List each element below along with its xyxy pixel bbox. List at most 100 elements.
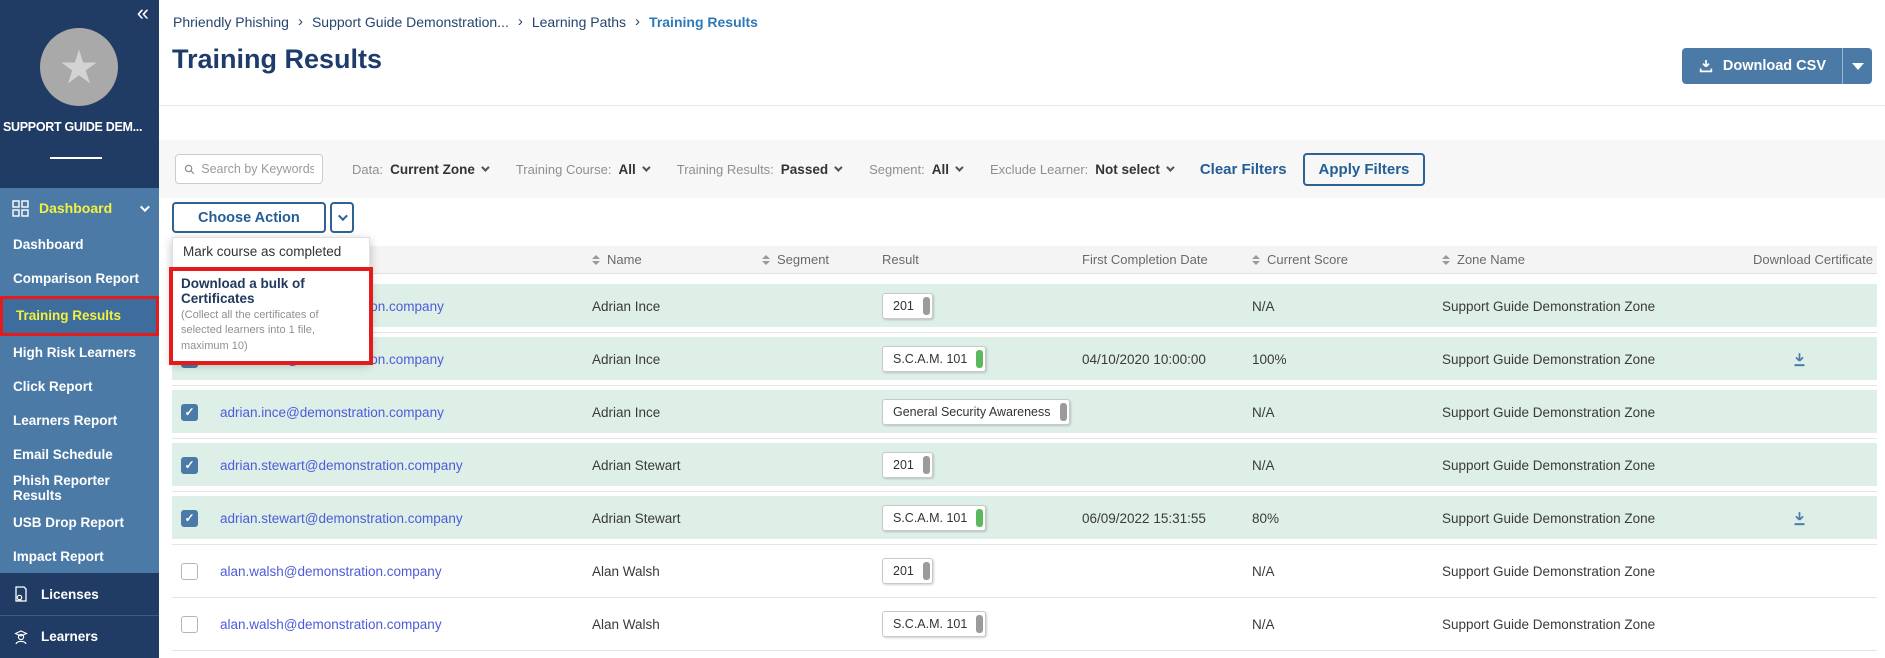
filter-value: Passed <box>780 161 829 177</box>
sidebar-item-learners[interactable]: Learners <box>0 615 159 657</box>
filter-training-results-dropdown[interactable]: Passed <box>780 161 843 177</box>
filter-data-dropdown[interactable]: Current Zone <box>390 162 490 177</box>
sidebar-menu: Dashboard Dashboard Comparison Report Tr… <box>0 188 159 573</box>
download-certificate-icon[interactable] <box>1791 510 1808 527</box>
learner-email-link[interactable]: alan.walsh@demonstration.company <box>220 616 442 632</box>
current-score: 80% <box>1252 510 1280 526</box>
column-header-current-score[interactable]: Current Score <box>1252 252 1442 267</box>
filter-segment-dropdown[interactable]: All <box>931 161 964 177</box>
sidebar-item-dashboard[interactable]: Dashboard <box>13 237 84 253</box>
download-csv-button[interactable]: Download CSV <box>1682 48 1842 84</box>
choose-action-caret-button[interactable] <box>329 202 354 233</box>
row-checkbox[interactable] <box>181 562 198 580</box>
row-checkbox[interactable] <box>181 456 198 474</box>
breadcrumb-separator-icon: › <box>297 13 303 30</box>
sidebar-item-phish-reporter-results[interactable]: Phish Reporter Results <box>13 473 110 504</box>
zone-name-label: SUPPORT GUIDE DEM... <box>3 120 143 134</box>
search-box <box>175 154 323 184</box>
learners-icon <box>14 629 28 644</box>
sidebar-section-dashboard[interactable]: Dashboard <box>0 188 159 228</box>
breadcrumb-separator-icon: › <box>635 13 641 30</box>
course-name: 201 <box>893 564 914 578</box>
column-header-name[interactable]: Name <box>592 252 762 267</box>
course-result-badge: S.C.A.M. 101 <box>882 611 987 637</box>
apply-filters-button[interactable]: Apply Filters <box>1302 152 1426 186</box>
menu-item-mark-completed[interactable]: Mark course as completed <box>183 244 342 259</box>
learner-name: Adrian Ince <box>592 298 661 314</box>
sidebar-item-licenses[interactable]: Licenses <box>0 573 159 615</box>
course-status-bar <box>976 350 984 368</box>
course-result-badge: General Security Awareness <box>882 399 1070 425</box>
filter-value: All <box>931 161 950 177</box>
zone-name: Support Guide Demonstration Zone <box>1442 351 1656 367</box>
breadcrumb-item[interactable]: Learning Paths <box>531 13 627 30</box>
menu-item-description: (Collect all the certificates of selecte… <box>181 309 319 352</box>
current-score: N/A <box>1252 457 1275 473</box>
current-score: 100% <box>1252 351 1287 367</box>
course-name: 201 <box>893 458 914 472</box>
clear-filters-link[interactable]: Clear Filters <box>1199 160 1287 178</box>
learner-email-link[interactable]: alan.walsh@demonstration.company <box>220 563 442 579</box>
course-name: General Security Awareness <box>893 405 1051 419</box>
caret-down-icon <box>1851 62 1864 70</box>
filter-label: Training Course: <box>515 161 612 177</box>
row-checkbox[interactable] <box>181 615 198 633</box>
table-row: adrian.ince@demonstration.company Adrian… <box>172 386 1877 439</box>
column-header-download-certificate: Download Certificate <box>1722 252 1877 267</box>
learner-name: Adrian Ince <box>592 351 661 367</box>
star-icon: ★ <box>58 41 100 93</box>
learner-name: Adrian Stewart <box>592 457 681 473</box>
breadcrumb-item[interactable]: Support Guide Demonstration... <box>311 13 509 30</box>
download-csv-label: Download CSV <box>1722 58 1826 74</box>
column-label: Result <box>882 252 919 267</box>
learner-email-link[interactable]: adrian.ince@demonstration.company <box>220 404 444 420</box>
sidebar-item-training-results[interactable]: Training Results <box>0 295 159 336</box>
sidebar-item-click-report[interactable]: Click Report <box>13 379 93 395</box>
filter-label: Training Results: <box>676 161 774 177</box>
download-csv-caret-button[interactable] <box>1842 48 1872 84</box>
column-header-zone-name[interactable]: Zone Name <box>1442 252 1722 267</box>
row-checkbox[interactable] <box>181 403 198 421</box>
learner-name: Adrian Stewart <box>592 510 681 526</box>
table-header-row: Name Segment Result First Completion Dat… <box>172 246 1877 274</box>
sidebar-item-high-risk-learners[interactable]: High Risk Learners <box>13 345 137 361</box>
filter-exclude-learner-dropdown[interactable]: Not select <box>1095 162 1175 177</box>
filter-segment: Segment: All <box>869 161 964 177</box>
sidebar-item-usb-drop-report[interactable]: USB Drop Report <box>13 514 124 530</box>
column-label: Segment <box>777 252 830 267</box>
table-row: alan.walsh@demonstration.company Alan Wa… <box>172 545 1877 598</box>
learner-email-link[interactable]: adrian.stewart@demonstration.company <box>220 457 463 473</box>
sidebar-item-email-schedule[interactable]: Email Schedule <box>13 446 113 462</box>
search-input[interactable] <box>201 162 314 176</box>
filter-training-results: Training Results: Passed <box>676 161 843 177</box>
zone-name: Support Guide Demonstration Zone <box>1442 298 1656 314</box>
chevron-down-icon <box>481 163 490 172</box>
course-result-badge: 201 <box>882 293 933 319</box>
row-checkbox[interactable] <box>181 509 198 527</box>
course-result-badge: 201 <box>882 558 933 584</box>
learner-email-link[interactable]: adrian.stewart@demonstration.company <box>220 510 463 526</box>
filter-training-course-dropdown[interactable]: All <box>618 162 651 177</box>
course-name: S.C.A.M. 101 <box>893 617 968 631</box>
avatar: ★ <box>40 28 118 106</box>
column-header-segment[interactable]: Segment <box>762 252 882 267</box>
sidebar-item-comparison-report[interactable]: Comparison Report <box>13 271 140 287</box>
current-score: N/A <box>1252 616 1275 632</box>
download-certificate-icon[interactable] <box>1791 351 1808 368</box>
table-row: adrian.stewart@demonstration.company Adr… <box>172 492 1877 545</box>
learner-name: Alan Walsh <box>592 563 660 579</box>
current-score: N/A <box>1252 404 1275 420</box>
menu-item-download-bulk-certificates[interactable]: Download a bulk of Certificates (Collect… <box>169 267 373 366</box>
sidebar-item-impact-report[interactable]: Impact Report <box>13 548 104 564</box>
chevron-down-icon <box>1165 163 1175 172</box>
chevron-down-icon <box>641 163 651 172</box>
course-status-bar <box>976 615 984 633</box>
choose-action-button[interactable]: Choose Action <box>172 202 326 233</box>
breadcrumb-item[interactable]: Phriendly Phishing <box>173 13 289 30</box>
download-icon <box>1699 60 1713 73</box>
sidebar-collapse-icon[interactable]: « <box>136 0 149 25</box>
learner-name: Alan Walsh <box>592 616 660 632</box>
sidebar-item-learners-report[interactable]: Learners Report <box>13 412 118 428</box>
current-score: N/A <box>1252 298 1275 314</box>
main-content: Phriendly Phishing › Support Guide Demon… <box>159 0 1885 658</box>
